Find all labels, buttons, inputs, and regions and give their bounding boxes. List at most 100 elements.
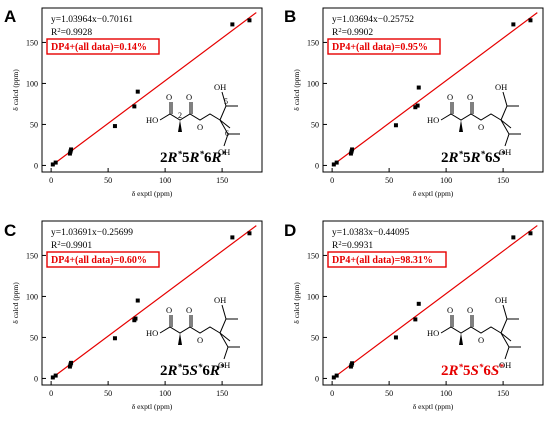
chart-panel-c: C 0 50 100 150 0 50 100 150 δ exptl (ppm) δ calcd … <box>4 220 263 411</box>
atom-label-o: O <box>478 335 484 345</box>
y-tick-label: 0 <box>315 374 319 383</box>
atom-label-o: O <box>467 92 473 102</box>
structure-bonds <box>440 113 502 121</box>
atom-label-oh: OH <box>499 360 511 370</box>
data-point <box>112 124 117 129</box>
dp4-box <box>46 38 160 55</box>
structure-bonds <box>440 326 502 334</box>
data-point <box>53 160 58 165</box>
data-point <box>511 22 516 27</box>
x-tick-label: 100 <box>159 389 171 398</box>
dp4-box <box>327 38 441 55</box>
regression-line <box>50 225 257 380</box>
regression-equation: y=1.03964x−0.70161 <box>51 15 133 25</box>
dp4-box <box>327 251 447 268</box>
atom-label-ho: HO <box>427 115 439 125</box>
dp4-probability: DP4+(all data)=0.95% <box>332 42 428 53</box>
x-tick-label: 50 <box>104 389 112 398</box>
data-point <box>511 235 516 240</box>
dp4-probability: DP4+(all data)=98.31% <box>332 255 433 266</box>
x-axis-label: δ exptl (ppm) <box>413 402 454 411</box>
regression-line <box>331 225 538 380</box>
methyl-bond <box>219 119 231 129</box>
methyl-wedge <box>178 333 182 345</box>
dp4-probability: DP4+(all data)=0.60% <box>51 255 147 266</box>
atom-label-ho: HO <box>146 115 158 125</box>
plot-frame <box>322 220 544 386</box>
x-tick-label: 50 <box>385 389 393 398</box>
molecule-structure: HO O O O OH OH <box>146 295 240 370</box>
y-tick-label: 150 <box>26 38 38 47</box>
atom-label-oh: OH <box>495 82 507 92</box>
methyl-bond <box>219 332 231 342</box>
x-tick-label: 100 <box>440 176 452 185</box>
y-axis-label: δ calcd (ppm) <box>11 69 20 111</box>
data-point <box>528 18 533 23</box>
panel-letter: D <box>284 221 296 240</box>
side-chain-upper <box>500 304 508 334</box>
atom-label-oh: OH <box>218 147 230 157</box>
data-point <box>230 235 235 240</box>
r-squared-label: R2=0.9902 <box>332 27 373 39</box>
y-tick-label: 100 <box>307 79 319 88</box>
panel-letter: A <box>4 7 16 26</box>
x-tick-label: 150 <box>216 176 228 185</box>
x-axis-label: δ exptl (ppm) <box>132 402 173 411</box>
atom-label-oh: OH <box>499 147 511 157</box>
y-tick-label: 150 <box>26 251 38 260</box>
y-tick-label: 50 <box>311 120 319 129</box>
x-tick-label: 100 <box>440 389 452 398</box>
data-point <box>331 162 336 167</box>
y-tick-label: 100 <box>26 79 38 88</box>
side-chain-upper <box>219 304 227 334</box>
x-tick-label: 0 <box>49 389 53 398</box>
y-tick-label: 0 <box>34 161 38 170</box>
regression-line <box>331 12 538 167</box>
regression-equation: y=1.03691x−0.25699 <box>51 228 133 238</box>
y-axis-label: δ calcd (ppm) <box>11 282 20 324</box>
y-tick-label: 50 <box>311 333 319 342</box>
y-tick-label: 50 <box>30 120 38 129</box>
atom-label-o: O <box>447 92 453 102</box>
regression-equation: y=1.03694x−0.25752 <box>332 15 414 25</box>
dp4-probability: DP4+(all data)=0.14% <box>51 42 147 53</box>
methyl-wedge <box>459 120 463 132</box>
atom-label-o: O <box>197 122 203 132</box>
configuration-label: 2R*5S*6S* <box>441 362 504 379</box>
y-tick-label: 50 <box>30 333 38 342</box>
r-squared-label: R2=0.9931 <box>332 240 373 252</box>
y-axis-label: δ calcd (ppm) <box>292 282 301 324</box>
atom-number: 5 <box>224 97 228 106</box>
molecule-structure: HO O O O OH OH 2 5 6 <box>146 82 240 157</box>
x-tick-label: 150 <box>497 389 509 398</box>
molecule-structure: HO O O O OH OH <box>427 82 521 157</box>
x-tick-label: 0 <box>49 176 53 185</box>
data-point <box>393 123 398 128</box>
data-point <box>348 151 353 156</box>
data-point <box>350 361 355 366</box>
regression-line <box>50 12 257 167</box>
atom-label-o: O <box>447 305 453 315</box>
configuration-label: 2R*5S*6R* <box>160 362 225 379</box>
r-squared-label: R2=0.9901 <box>51 240 92 252</box>
structure-bonds <box>159 113 221 121</box>
data-point <box>68 149 73 154</box>
data-point <box>230 22 235 27</box>
methyl-bond <box>500 332 512 342</box>
r-squared-label: R2=0.9928 <box>51 27 92 39</box>
data-point <box>69 147 74 152</box>
side-chain-upper <box>500 91 508 121</box>
atom-label-oh: OH <box>214 295 226 305</box>
molecule-structure: HO O O O OH OH <box>427 295 521 370</box>
atom-number: 6 <box>225 129 229 138</box>
structure-bonds <box>159 326 221 334</box>
x-axis-label: δ exptl (ppm) <box>413 189 454 198</box>
data-point <box>334 373 339 378</box>
chart-panel-d: D 0 50 100 150 0 50 100 150 δ exptl (ppm) δ calcd … <box>284 220 544 411</box>
configuration-label: 2R*5R*6S* <box>441 149 506 166</box>
data-point <box>247 231 252 236</box>
data-point <box>135 298 140 303</box>
y-tick-label: 100 <box>307 292 319 301</box>
atom-label-o: O <box>197 335 203 345</box>
